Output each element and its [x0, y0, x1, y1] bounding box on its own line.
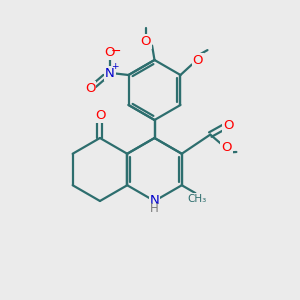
Text: O: O — [223, 119, 233, 132]
Text: +: + — [112, 62, 119, 71]
Text: N: N — [150, 194, 159, 208]
Text: −: − — [111, 45, 121, 58]
Text: O: O — [85, 82, 95, 95]
Text: O: O — [140, 34, 151, 48]
Text: O: O — [95, 109, 106, 122]
Text: H: H — [150, 202, 159, 215]
Text: O: O — [221, 141, 232, 154]
Text: O: O — [193, 54, 203, 68]
Text: N: N — [105, 67, 115, 80]
Text: O: O — [105, 46, 115, 59]
Text: CH₃: CH₃ — [187, 194, 206, 204]
